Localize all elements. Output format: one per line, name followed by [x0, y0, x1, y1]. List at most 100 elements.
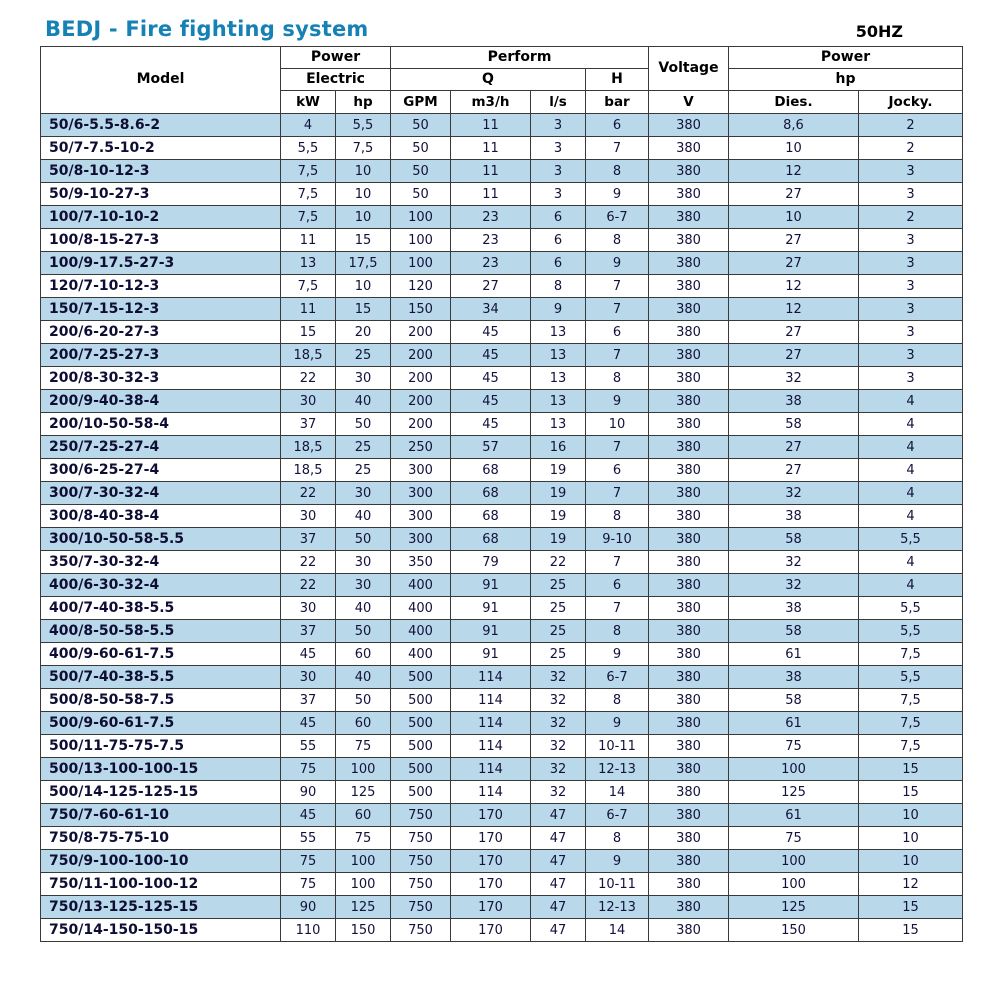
value-cell: 7	[585, 274, 649, 298]
value-cell: 37	[280, 619, 336, 643]
value-cell: 300	[390, 504, 451, 528]
table-row: 400/6-30-32-4 22 30 400 91 25 6 380 32 4	[40, 573, 963, 597]
value-cell: 200	[390, 343, 451, 367]
value-cell: 10	[335, 274, 391, 298]
value-cell: 380	[648, 550, 729, 574]
value-cell: 12-13	[585, 757, 649, 781]
value-cell: 3	[858, 228, 963, 252]
model-cell: 500/9-60-61-7.5	[40, 711, 281, 735]
value-cell: 6	[530, 228, 586, 252]
value-cell: 500	[390, 780, 451, 804]
value-cell: 61	[728, 711, 859, 735]
value-cell: 300	[390, 527, 451, 551]
value-cell: 150	[390, 297, 451, 321]
value-cell: 19	[530, 527, 586, 551]
value-cell: 34	[450, 297, 531, 321]
value-cell: 30	[280, 389, 336, 413]
header-row-2: Electric Q H hp	[41, 68, 963, 91]
value-cell: 13	[280, 251, 336, 275]
value-cell: 500	[390, 711, 451, 735]
value-cell: 100	[728, 872, 859, 896]
value-cell: 32	[728, 573, 859, 597]
value-cell: 150	[335, 918, 391, 942]
value-cell: 57	[450, 435, 531, 459]
value-cell: 300	[390, 481, 451, 505]
model-cell: 50/9-10-27-3	[40, 182, 281, 206]
value-cell: 750	[390, 895, 451, 919]
value-cell: 5,5	[335, 113, 391, 137]
value-cell: 380	[648, 458, 729, 482]
value-cell: 10	[728, 136, 859, 160]
value-cell: 32	[530, 688, 586, 712]
value-cell: 91	[450, 596, 531, 620]
value-cell: 380	[648, 412, 729, 436]
value-cell: 380	[648, 251, 729, 275]
value-cell: 10	[335, 205, 391, 229]
table-row: 350/7-30-32-4 22 30 350 79 22 7 380 32 4	[40, 550, 963, 574]
value-cell: 380	[648, 573, 729, 597]
value-cell: 750	[390, 803, 451, 827]
value-cell: 68	[450, 504, 531, 528]
value-cell: 380	[648, 389, 729, 413]
value-cell: 380	[648, 159, 729, 183]
value-cell: 3	[858, 159, 963, 183]
table-row: 200/6-20-27-3 15 20 200 45 13 6 380 27 3	[40, 320, 963, 344]
value-cell: 27	[450, 274, 531, 298]
value-cell: 380	[648, 205, 729, 229]
model-cell: 200/7-25-27-3	[40, 343, 281, 367]
model-cell: 400/7-40-38-5.5	[40, 596, 281, 620]
table-row: 100/8-15-27-3 11 15 100 23 6 8 380 27 3	[40, 228, 963, 252]
value-cell: 23	[450, 205, 531, 229]
value-cell: 114	[450, 757, 531, 781]
value-cell: 25	[530, 642, 586, 666]
value-cell: 13	[530, 389, 586, 413]
table-row: 50/7-7.5-10-2 5,5 7,5 50 11 3 7 380 10 2	[40, 136, 963, 160]
value-cell: 68	[450, 481, 531, 505]
value-cell: 100	[728, 757, 859, 781]
col-header-model: Model	[40, 46, 281, 114]
value-cell: 38	[728, 665, 859, 689]
col-header-perform: Perform	[390, 46, 649, 69]
value-cell: 75	[280, 872, 336, 896]
value-cell: 38	[728, 504, 859, 528]
value-cell: 9	[585, 642, 649, 666]
value-cell: 58	[728, 619, 859, 643]
value-cell: 8	[585, 504, 649, 528]
col-header-kw: kW	[280, 90, 336, 114]
value-cell: 18,5	[280, 435, 336, 459]
value-cell: 30	[335, 573, 391, 597]
value-cell: 60	[335, 711, 391, 735]
value-cell: 15	[280, 320, 336, 344]
value-cell: 40	[335, 389, 391, 413]
value-cell: 58	[728, 527, 859, 551]
value-cell: 4	[858, 550, 963, 574]
table-row: 50/8-10-12-3 7,5 10 50 11 3 8 380 12 3	[40, 159, 963, 183]
value-cell: 9	[585, 389, 649, 413]
table-row: 750/11-100-100-12 75 100 750 170 47 10-11 380 10…	[40, 872, 963, 896]
table-row: 500/14-125-125-15 90 125 500 114 32 14 380 125 15	[40, 780, 963, 804]
value-cell: 27	[728, 182, 859, 206]
value-cell: 10	[858, 849, 963, 873]
value-cell: 75	[280, 757, 336, 781]
value-cell: 90	[280, 780, 336, 804]
value-cell: 7	[585, 297, 649, 321]
value-cell: 23	[450, 251, 531, 275]
value-cell: 100	[335, 872, 391, 896]
model-cell: 250/7-25-27-4	[40, 435, 281, 459]
value-cell: 30	[280, 665, 336, 689]
value-cell: 380	[648, 619, 729, 643]
value-cell: 45	[450, 320, 531, 344]
value-cell: 150	[728, 918, 859, 942]
value-cell: 25	[530, 596, 586, 620]
table-header: Model Power Perform Voltage Power Electr…	[40, 46, 963, 114]
value-cell: 50	[390, 159, 451, 183]
value-cell: 58	[728, 412, 859, 436]
value-cell: 37	[280, 412, 336, 436]
value-cell: 58	[728, 688, 859, 712]
value-cell: 10-11	[585, 734, 649, 758]
value-cell: 50	[335, 527, 391, 551]
table-row: 300/7-30-32-4 22 30 300 68 19 7 380 32 4	[40, 481, 963, 505]
value-cell: 6-7	[585, 205, 649, 229]
value-cell: 250	[390, 435, 451, 459]
col-header-m3h: m3/h	[450, 90, 531, 114]
